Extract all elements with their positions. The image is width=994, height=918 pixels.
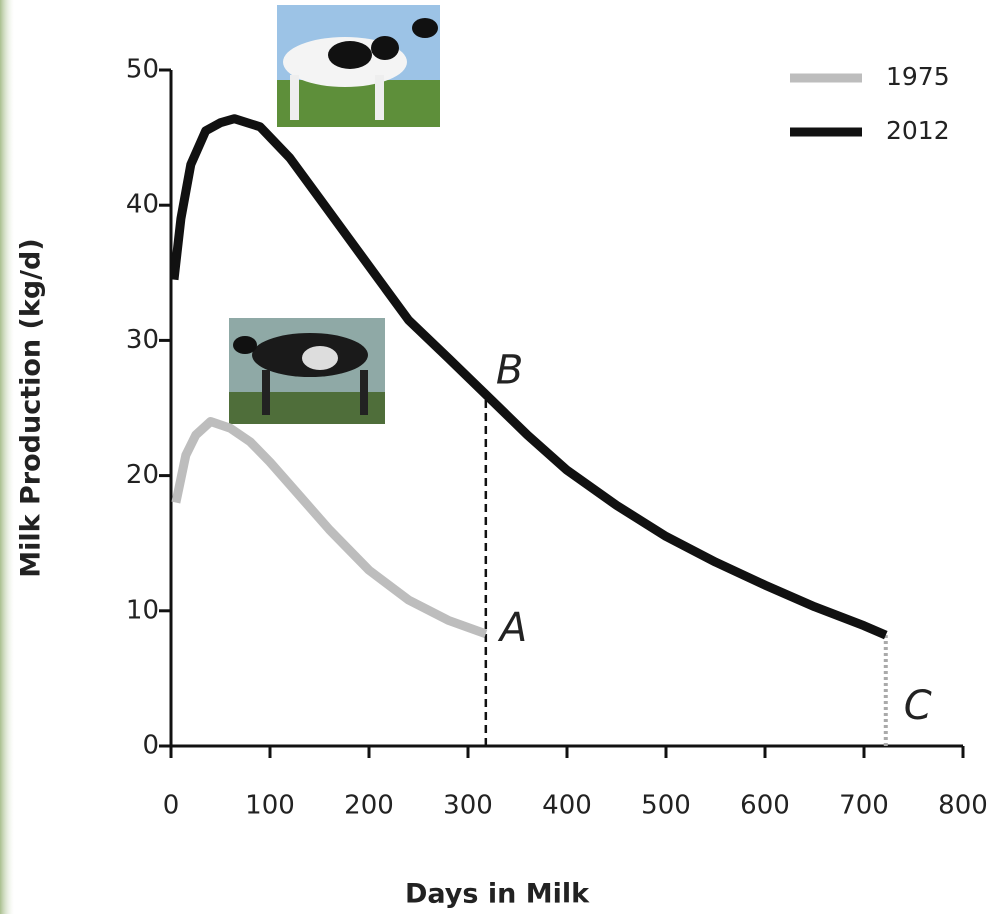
- y-axis-label: Milk Production (kg/d): [16, 238, 47, 577]
- legend-label: 2012: [886, 116, 950, 145]
- x-tick-label: 800: [938, 791, 988, 821]
- y-tick-label: 0: [142, 731, 159, 761]
- series-line: [176, 422, 486, 634]
- x-axis-label: Days in Milk: [405, 879, 590, 910]
- x-tick-label: 100: [245, 791, 295, 821]
- chart: Days in Milk Milk Production (kg/d) 0100…: [0, 0, 994, 914]
- x-tick-label: 300: [443, 791, 493, 821]
- annotation: A: [497, 605, 527, 651]
- y-tick-label: 20: [126, 460, 159, 490]
- legend-label: 1975: [886, 62, 950, 91]
- y-tick-label: 30: [126, 325, 159, 355]
- x-tick-label: 500: [641, 791, 691, 821]
- x-tick-label: 400: [542, 791, 592, 821]
- annotation: C: [904, 683, 932, 729]
- annotation: B: [496, 347, 523, 393]
- x-tick-label: 0: [163, 791, 180, 821]
- x-tick-label: 700: [839, 791, 889, 821]
- x-tick-label: 200: [344, 791, 394, 821]
- cow-image-2012: [277, 5, 440, 127]
- y-tick-label: 50: [126, 55, 159, 85]
- y-tick-label: 40: [126, 190, 159, 220]
- edge-strip: [0, 0, 14, 914]
- cow-image-1975: [229, 318, 385, 424]
- y-tick-label: 10: [126, 595, 159, 625]
- x-tick-label: 600: [740, 791, 790, 821]
